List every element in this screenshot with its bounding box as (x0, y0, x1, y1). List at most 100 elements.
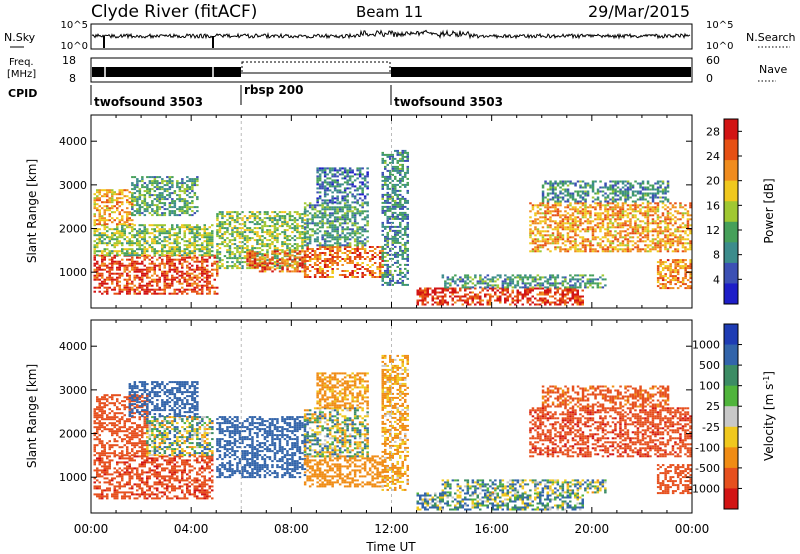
power-cell (496, 284, 500, 287)
power-cell (198, 226, 201, 229)
power-cell (401, 175, 404, 178)
power-cell (201, 262, 204, 265)
power-cell (96, 203, 99, 206)
power-cell (203, 258, 206, 261)
power-cell (426, 293, 429, 296)
power-cell (544, 276, 547, 279)
power-cell (454, 289, 457, 292)
power-cell (166, 240, 169, 243)
power-cell (151, 250, 154, 253)
power-cell (636, 204, 640, 207)
power-cell (356, 189, 359, 192)
power-cell (318, 276, 322, 278)
power-cell (233, 221, 237, 224)
power-cell (326, 230, 329, 233)
power-cell (211, 272, 214, 275)
power-cell (218, 225, 222, 228)
power-cell (113, 228, 116, 231)
power-cell (564, 276, 567, 279)
power-cell (201, 228, 204, 231)
power-cell (629, 226, 632, 229)
power-cell (193, 236, 196, 239)
power-cell (228, 225, 232, 228)
power-cell (121, 252, 124, 255)
power-cell (516, 274, 520, 277)
power-cell (196, 268, 199, 271)
power-cell (599, 230, 602, 233)
power-cell (589, 212, 592, 215)
power-cell (243, 215, 247, 218)
power-cell (108, 270, 111, 273)
power-cell (141, 194, 144, 197)
power-cell (271, 233, 274, 236)
power-cell (221, 223, 224, 226)
power-cell (574, 293, 577, 296)
power-cell (148, 268, 151, 271)
power-cell (123, 223, 126, 226)
power-cell (263, 231, 267, 234)
power-cell (131, 282, 134, 285)
power-cell (108, 272, 111, 275)
power-cell (138, 234, 141, 237)
power-cell (281, 243, 284, 246)
power-cell (534, 218, 537, 221)
power-cell (566, 282, 570, 285)
power-cell (606, 248, 610, 251)
power-cell (153, 236, 156, 239)
power-cell (404, 275, 407, 278)
power-cell (323, 173, 327, 176)
power-cell (286, 225, 289, 228)
power-cell (173, 290, 176, 293)
power-cell (281, 211, 284, 214)
power-cell (616, 238, 620, 241)
power-cell (186, 210, 189, 213)
power-cell (506, 282, 510, 285)
power-cell (358, 185, 362, 188)
power-cell (288, 253, 292, 256)
power-cell (131, 176, 134, 179)
power-cell (626, 240, 630, 243)
power-cell (396, 225, 399, 228)
power-cell (386, 185, 389, 188)
power-cell (231, 229, 234, 232)
power-cell (188, 202, 192, 205)
power-cell (191, 200, 194, 203)
power-cell (296, 247, 299, 250)
power-cell (276, 233, 279, 236)
power-cell (466, 297, 469, 300)
power-cell (126, 268, 129, 271)
power-cell (158, 266, 161, 269)
power-cell (361, 274, 364, 276)
power-cell (248, 250, 252, 253)
power-cell (251, 245, 254, 248)
power-cell (296, 270, 299, 273)
power-cell (366, 181, 369, 184)
power-cell (236, 217, 239, 220)
power-cell (434, 289, 437, 292)
power-cell (188, 192, 192, 195)
power-cell (98, 268, 101, 271)
power-cell (173, 210, 177, 213)
power-cell (193, 238, 196, 241)
power-cell (168, 178, 172, 181)
power-cell (111, 276, 114, 279)
power-cell (629, 236, 632, 239)
power-cell (353, 248, 357, 250)
power-cell (211, 250, 214, 253)
power-cell (399, 231, 402, 234)
power-cell (156, 214, 159, 217)
power-cell (188, 288, 191, 291)
power-cell (404, 233, 407, 236)
power-cell (489, 295, 492, 298)
power-cell (619, 236, 622, 239)
power-cell (664, 228, 667, 231)
power-cell (196, 284, 199, 287)
power-cell (348, 208, 352, 211)
power-cell (631, 210, 635, 213)
power-cell (579, 212, 582, 215)
power-cell (206, 252, 209, 255)
power-cell (631, 228, 635, 231)
power-cell (323, 171, 327, 174)
power-cell (564, 303, 567, 306)
power-cell (466, 274, 470, 277)
